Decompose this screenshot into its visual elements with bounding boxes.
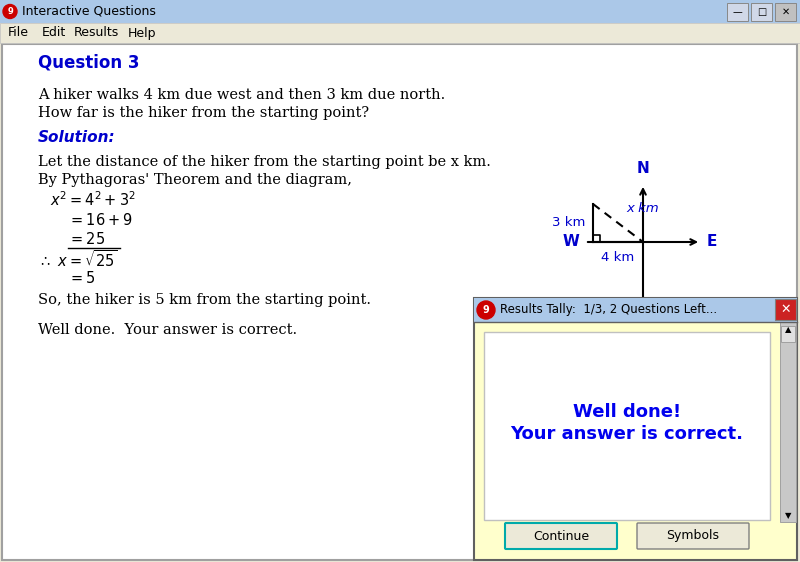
Text: So, the hiker is 5 km from the starting point.: So, the hiker is 5 km from the starting …: [38, 293, 371, 307]
Text: 3 km: 3 km: [552, 216, 585, 229]
FancyBboxPatch shape: [473, 297, 798, 561]
Text: By Pythagoras' Theorem and the diagram,: By Pythagoras' Theorem and the diagram,: [38, 173, 352, 187]
FancyBboxPatch shape: [0, 0, 800, 23]
Text: 9: 9: [482, 305, 490, 315]
Text: Solution:: Solution:: [38, 130, 116, 146]
FancyBboxPatch shape: [474, 298, 797, 322]
Text: File: File: [8, 26, 29, 39]
FancyBboxPatch shape: [0, 23, 800, 43]
Text: Question 3: Question 3: [38, 54, 139, 72]
Text: x km: x km: [626, 202, 658, 215]
Text: Symbols: Symbols: [666, 529, 719, 542]
Text: Well done.  Your answer is correct.: Well done. Your answer is correct.: [38, 323, 297, 337]
Text: □: □: [757, 7, 766, 17]
Text: $x^2 = 4^2 + 3^2$: $x^2 = 4^2 + 3^2$: [50, 191, 136, 210]
Text: ▼: ▼: [785, 511, 791, 520]
Text: $= 25$: $= 25$: [68, 231, 106, 247]
Text: Your answer is correct.: Your answer is correct.: [510, 425, 743, 443]
FancyBboxPatch shape: [474, 298, 797, 560]
Text: ✕: ✕: [782, 7, 790, 17]
FancyBboxPatch shape: [2, 44, 797, 560]
Text: $\therefore\ x = \sqrt{25}$: $\therefore\ x = \sqrt{25}$: [38, 248, 118, 269]
Text: Results: Results: [74, 26, 119, 39]
FancyBboxPatch shape: [727, 3, 748, 21]
Circle shape: [477, 301, 495, 319]
Text: S: S: [638, 308, 649, 323]
Text: ✕: ✕: [781, 302, 791, 315]
Circle shape: [3, 4, 17, 19]
FancyBboxPatch shape: [505, 523, 617, 549]
Text: Let the distance of the hiker from the starting point be x km.: Let the distance of the hiker from the s…: [38, 155, 491, 169]
Text: How far is the hiker from the starting point?: How far is the hiker from the starting p…: [38, 106, 369, 120]
FancyBboxPatch shape: [781, 326, 795, 342]
Text: 4 km: 4 km: [602, 251, 634, 264]
Text: Help: Help: [128, 26, 157, 39]
Text: ▲: ▲: [785, 325, 791, 334]
Text: W: W: [562, 234, 579, 250]
Text: Edit: Edit: [42, 26, 66, 39]
FancyBboxPatch shape: [775, 299, 796, 320]
FancyBboxPatch shape: [484, 332, 770, 520]
Text: E: E: [707, 234, 718, 250]
Text: $= 5$: $= 5$: [68, 270, 96, 286]
Text: Results Tally:  1/3, 2 Questions Left...: Results Tally: 1/3, 2 Questions Left...: [500, 303, 717, 316]
Text: Well done!: Well done!: [573, 403, 681, 421]
Text: N: N: [637, 161, 650, 176]
Text: Continue: Continue: [533, 529, 589, 542]
FancyBboxPatch shape: [751, 3, 772, 21]
Text: $= 16 + 9$: $= 16 + 9$: [68, 212, 133, 228]
Text: Interactive Questions: Interactive Questions: [22, 5, 156, 18]
Text: 9: 9: [7, 7, 13, 16]
FancyBboxPatch shape: [780, 322, 796, 522]
FancyBboxPatch shape: [637, 523, 749, 549]
FancyBboxPatch shape: [775, 3, 796, 21]
Text: —: —: [733, 7, 742, 17]
Text: A hiker walks 4 km due west and then 3 km due north.: A hiker walks 4 km due west and then 3 k…: [38, 88, 446, 102]
